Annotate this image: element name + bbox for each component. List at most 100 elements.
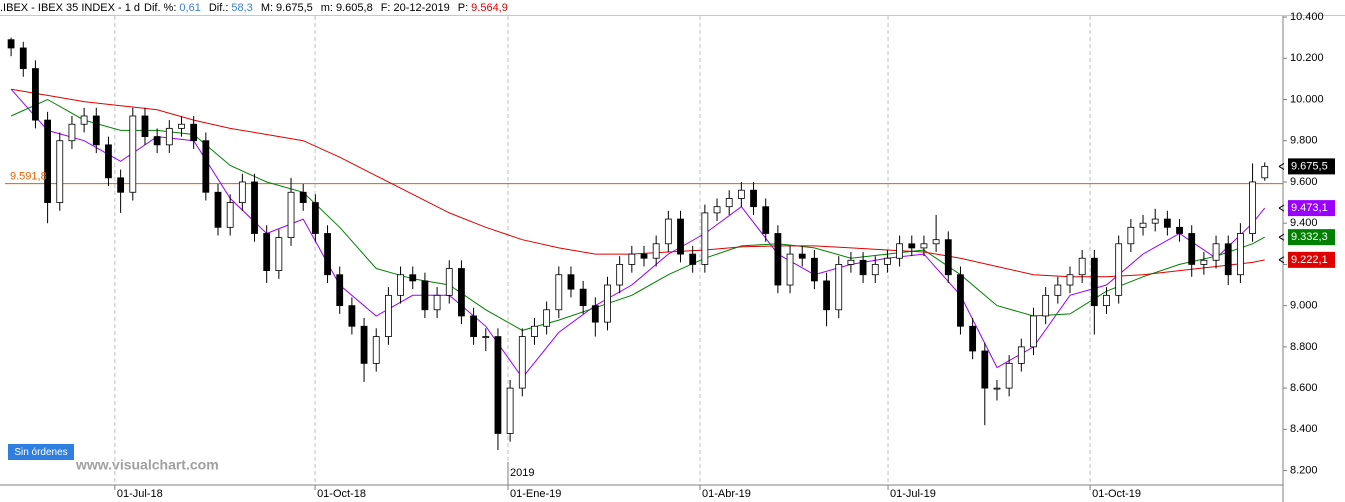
- candle-body: [202, 140, 210, 193]
- value-box-label: 9.675,5: [1291, 160, 1328, 172]
- y-tick-label: 9.800: [1290, 135, 1318, 147]
- candle-body: [920, 243, 928, 249]
- plot: [5, 16, 1283, 485]
- candle-body: [287, 191, 295, 239]
- candle-body: [555, 274, 563, 311]
- x-tick-label: 01-Oct-19: [1092, 488, 1141, 500]
- value-arrow: [1278, 162, 1285, 170]
- y-tick-label: 8.600: [1290, 382, 1318, 394]
- x-tick-label: 01-Oct-18: [317, 488, 366, 500]
- candle-body: [774, 233, 782, 286]
- candle-body: [677, 218, 684, 255]
- value-arrow: [1278, 204, 1285, 212]
- candle-body: [896, 243, 903, 259]
- candle-body: [348, 305, 356, 327]
- value-box: [1288, 200, 1335, 217]
- candle-body: [689, 253, 697, 265]
- year-label: 2019: [510, 467, 534, 479]
- candle-body: [178, 123, 185, 129]
- field-label: M:: [260, 2, 274, 14]
- value-arrow: [1278, 256, 1285, 264]
- candle-body: [591, 305, 599, 323]
- candle-body: [433, 294, 441, 311]
- candle-body: [19, 47, 27, 69]
- candle-body: [324, 233, 331, 276]
- y-tick-label: 9.600: [1290, 176, 1318, 188]
- field-label: P:: [457, 2, 469, 14]
- candle-body: [1054, 284, 1062, 296]
- candle-body: [1212, 243, 1220, 261]
- candle-body: [7, 39, 15, 49]
- value-box-label: 9.332,3: [1291, 231, 1328, 243]
- candle-body: [275, 237, 283, 272]
- status-button[interactable]: [8, 444, 74, 460]
- candle-body: [1042, 294, 1050, 317]
- candle-body: [226, 202, 234, 228]
- candle-body: [884, 257, 891, 265]
- candle-body: [993, 387, 1001, 390]
- candle-body: [908, 243, 916, 249]
- value-box-label: 9.222,1: [1291, 254, 1328, 266]
- candle-body: [1017, 346, 1025, 364]
- x-tick-label: 01-Jul-19: [890, 488, 936, 500]
- candle-body: [543, 309, 551, 327]
- candle-body: [859, 259, 867, 276]
- candle-body: [1224, 243, 1232, 276]
- candle-body: [713, 206, 721, 214]
- candle-body: [336, 274, 344, 307]
- candle-body: [1237, 233, 1244, 276]
- candle-body: [445, 268, 453, 296]
- candle-body: [44, 119, 51, 203]
- candle-body: [92, 115, 100, 146]
- y-tick-label: 8.200: [1290, 464, 1318, 476]
- candle-body: [1139, 222, 1147, 228]
- value-box: [1288, 229, 1335, 246]
- y-tick-label: 8.800: [1290, 341, 1318, 353]
- candle-body: [567, 274, 575, 290]
- status-text[interactable]: Sin órdenes: [14, 447, 67, 458]
- candle-body: [506, 387, 514, 434]
- candle-body: [847, 259, 855, 265]
- candle-body: [129, 115, 137, 193]
- candle-body: [214, 191, 222, 228]
- candle-body: [531, 325, 538, 337]
- candle-body: [835, 264, 843, 311]
- candle-body: [1030, 315, 1037, 348]
- candle-body: [518, 336, 526, 389]
- candle-body: [798, 253, 806, 259]
- candle-body: [470, 315, 478, 337]
- candle-body: [823, 280, 830, 311]
- candle-body: [1200, 259, 1208, 265]
- candle-body: [1090, 257, 1098, 307]
- y-tick-label: 9.000: [1290, 300, 1318, 312]
- candle-body: [1188, 233, 1196, 265]
- y-tick-label: 8.400: [1290, 423, 1318, 435]
- field-label: m:: [320, 2, 333, 14]
- candle-body: [1151, 218, 1159, 224]
- candle-body: [32, 68, 39, 121]
- value-arrow: [1278, 233, 1285, 241]
- value-box-label: 9.473,1: [1291, 202, 1328, 214]
- candle-body: [969, 325, 977, 352]
- candle-body: [652, 243, 660, 259]
- candle-body: [725, 198, 733, 208]
- header: .IBEX - IBEX 35 INDEX - 1 d Dif. %: 0,61 Di…: [0, 0, 1345, 16]
- candle-body: [628, 253, 636, 265]
- candle-body: [750, 189, 757, 208]
- value-box: [1288, 251, 1335, 268]
- candle-body: [579, 288, 587, 307]
- candle-body: [1176, 226, 1183, 234]
- candle-body: [1078, 257, 1086, 276]
- candle-body: [1103, 294, 1110, 307]
- candle-body: [932, 239, 940, 245]
- value-box: [1288, 158, 1335, 175]
- candle-body: [56, 140, 64, 203]
- candle-body: [299, 191, 307, 203]
- candle-body: [421, 280, 429, 311]
- candle-body: [117, 177, 125, 193]
- candle-body: [251, 181, 258, 234]
- candle-body: [981, 350, 989, 389]
- candle-body: [409, 274, 417, 282]
- field-label: Dif.:: [208, 2, 229, 14]
